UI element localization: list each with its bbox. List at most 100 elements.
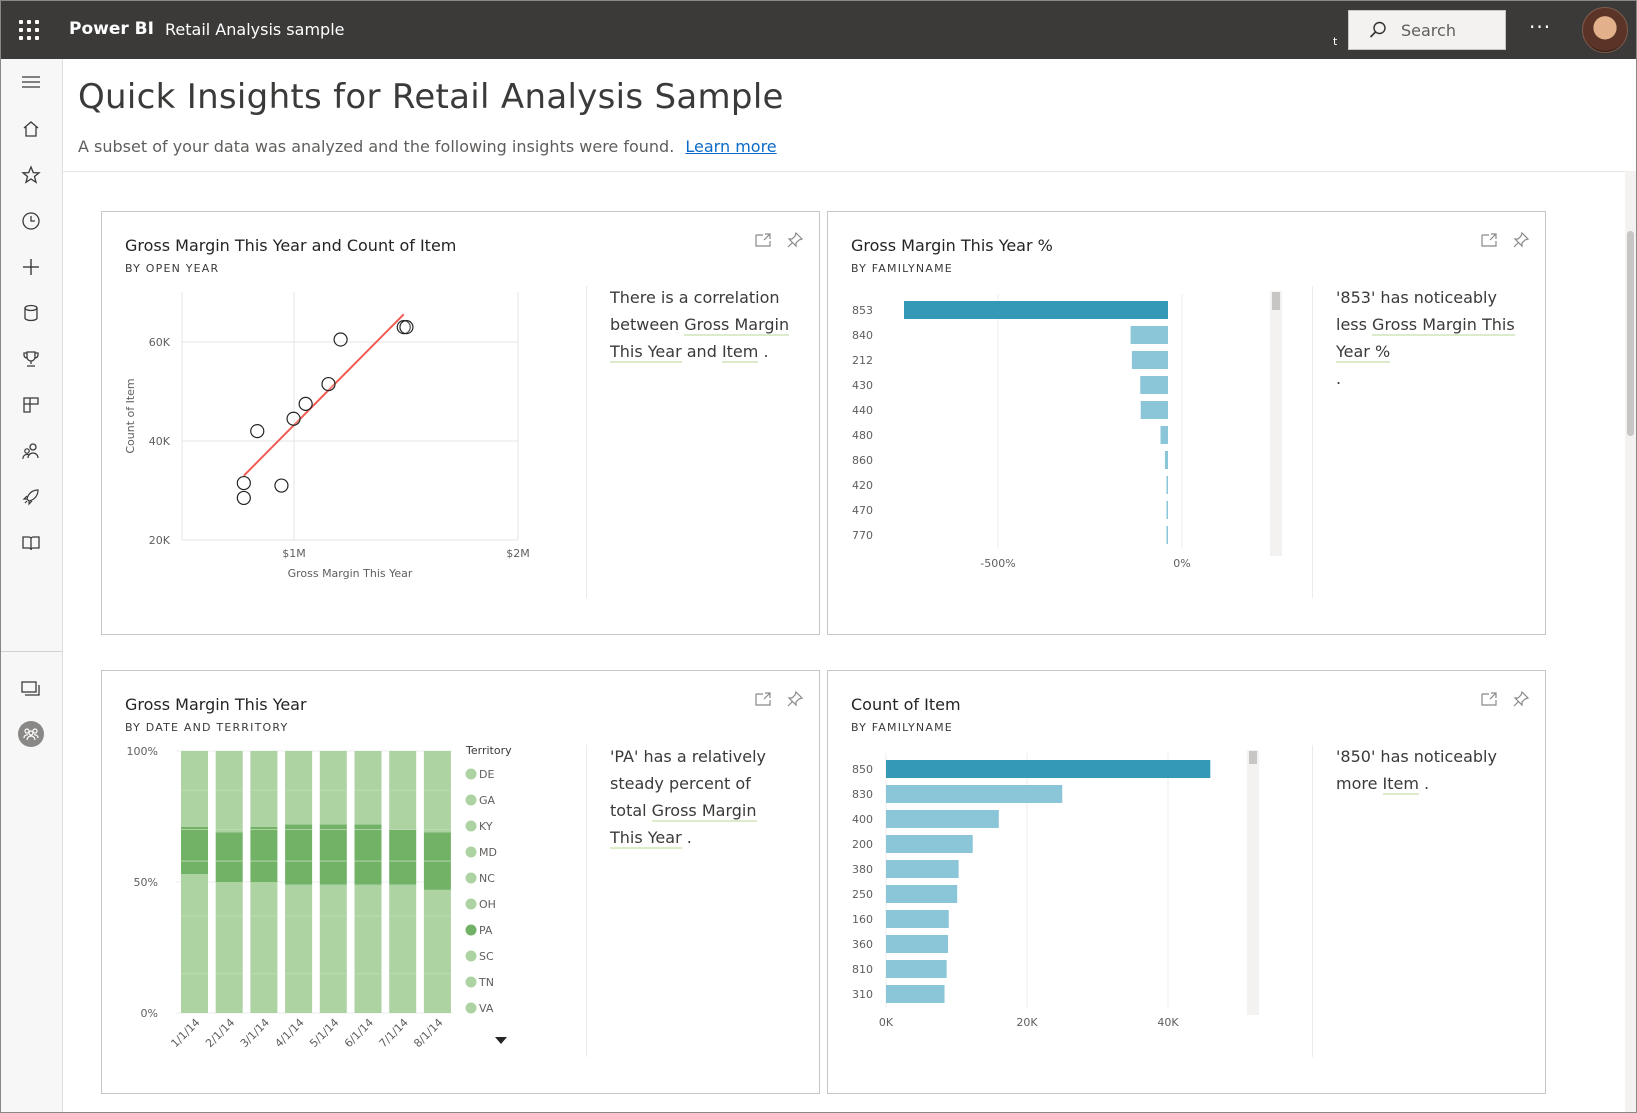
scatter-point[interactable] <box>236 475 251 491</box>
stacked-segment[interactable] <box>389 884 417 1013</box>
people-icon[interactable] <box>17 437 45 465</box>
rocket-icon[interactable] <box>17 483 45 511</box>
bar[interactable] <box>886 910 949 928</box>
more-options-icon[interactable]: ··· <box>1529 15 1552 39</box>
learn-more-link[interactable]: Learn more <box>685 137 777 156</box>
focus-mode-icon[interactable] <box>753 230 773 250</box>
home-icon[interactable] <box>17 115 45 143</box>
stacked-segment[interactable] <box>354 751 382 825</box>
legend-marker[interactable] <box>465 950 477 962</box>
bar[interactable] <box>886 960 947 978</box>
scatter-point[interactable] <box>298 396 313 411</box>
legend-marker[interactable] <box>465 872 477 884</box>
legend-marker[interactable] <box>465 846 477 858</box>
bar[interactable] <box>1166 501 1169 519</box>
stacked-segment[interactable] <box>285 751 313 825</box>
user-avatar[interactable] <box>1582 7 1628 53</box>
scatter-point[interactable] <box>286 411 301 426</box>
scrollbar-thumb[interactable] <box>1627 231 1634 436</box>
stacked-segment[interactable] <box>423 889 451 1013</box>
bar[interactable] <box>1131 351 1168 369</box>
insight-tile-count[interactable]: Count of Item BY FAMILYNAME 0K 20K 40K 8… <box>827 670 1546 1094</box>
legend-label[interactable]: PA <box>479 924 493 937</box>
stacked-segment[interactable] <box>181 751 208 827</box>
stacked-segment[interactable] <box>319 824 347 885</box>
stacked-segment[interactable] <box>250 826 278 882</box>
pin-icon[interactable] <box>785 689 805 709</box>
scatter-point[interactable] <box>333 332 348 347</box>
apps-icon[interactable] <box>17 391 45 419</box>
page-scrollbar[interactable] <box>1625 171 1636 1112</box>
stacked-segment[interactable] <box>250 882 278 1013</box>
bar[interactable] <box>886 810 999 828</box>
book-icon[interactable] <box>17 529 45 557</box>
stacked-segment[interactable] <box>319 884 347 1013</box>
legend-marker[interactable] <box>465 976 477 988</box>
stacked-segment[interactable] <box>215 751 243 833</box>
bar[interactable] <box>1130 326 1168 344</box>
bar[interactable] <box>886 760 1211 778</box>
legend-marker[interactable] <box>465 820 477 832</box>
scatter-point[interactable] <box>250 424 265 439</box>
pin-icon[interactable] <box>785 230 805 250</box>
insight-tile-gm-percent[interactable]: Gross Margin This Year % BY FAMILYNAME -… <box>827 211 1546 635</box>
plus-icon[interactable] <box>17 253 45 281</box>
legend-label[interactable]: SC <box>479 950 494 963</box>
stacked-segment[interactable] <box>181 874 208 1013</box>
legend-marker[interactable] <box>465 1002 477 1014</box>
hamburger-icon[interactable] <box>17 68 45 96</box>
stacked-segment[interactable] <box>354 884 382 1013</box>
stacked-segment[interactable] <box>250 751 278 827</box>
stacked-segment[interactable] <box>285 884 313 1013</box>
bar[interactable] <box>886 785 1063 803</box>
legend-label[interactable]: TN <box>478 976 494 989</box>
clock-icon[interactable] <box>17 207 45 235</box>
bar[interactable] <box>886 935 949 953</box>
bar[interactable] <box>886 985 945 1003</box>
scatter-point[interactable] <box>321 376 336 392</box>
bar[interactable] <box>1166 476 1169 494</box>
legend-label[interactable]: MD <box>479 846 497 859</box>
focus-mode-icon[interactable] <box>1479 230 1499 250</box>
pin-icon[interactable] <box>1511 689 1531 709</box>
workspace-avatar-icon[interactable] <box>17 720 45 748</box>
bar[interactable] <box>886 835 973 853</box>
stacked-segment[interactable] <box>285 824 313 885</box>
stacked-segment[interactable] <box>319 751 347 825</box>
pin-icon[interactable] <box>1511 230 1531 250</box>
legend-marker[interactable] <box>465 768 477 780</box>
legend-marker[interactable] <box>465 924 477 936</box>
stacked-segment[interactable] <box>389 829 417 885</box>
chart-scrollbar-thumb[interactable] <box>1249 751 1257 764</box>
bar[interactable] <box>1166 526 1169 544</box>
app-launcher-icon[interactable] <box>19 20 39 40</box>
legend-label[interactable]: KY <box>479 820 493 833</box>
legend-label[interactable]: DE <box>479 768 494 781</box>
focus-mode-icon[interactable] <box>1479 689 1499 709</box>
scatter-point[interactable] <box>274 478 289 493</box>
stacked-segment[interactable] <box>215 882 243 1013</box>
legend-marker[interactable] <box>465 898 477 910</box>
legend-label[interactable]: NC <box>479 872 495 885</box>
legend-label[interactable]: OH <box>479 898 496 911</box>
bar[interactable] <box>886 885 958 903</box>
bar[interactable] <box>904 301 1168 319</box>
stacked-segment[interactable] <box>215 832 243 882</box>
chart-scrollbar-thumb[interactable] <box>1272 292 1280 310</box>
workspaces-icon[interactable] <box>17 675 45 703</box>
star-icon[interactable] <box>17 161 45 189</box>
insight-tile-scatter[interactable]: Gross Margin This Year and Count of Item… <box>101 211 820 635</box>
scatter-point[interactable] <box>399 320 414 335</box>
bar[interactable] <box>886 860 959 878</box>
bar[interactable] <box>1164 451 1168 469</box>
legend-marker[interactable] <box>465 794 477 806</box>
stacked-segment[interactable] <box>423 751 451 833</box>
bar[interactable] <box>1140 401 1168 419</box>
stacked-segment[interactable] <box>181 826 208 875</box>
insight-tile-stacked[interactable]: Gross Margin This Year BY DATE AND TERRI… <box>101 670 820 1094</box>
search-box[interactable]: Search <box>1348 10 1506 50</box>
chart-scrollbar[interactable] <box>1247 750 1259 1015</box>
bar[interactable] <box>1140 376 1168 394</box>
legend-label[interactable]: VA <box>479 1002 494 1015</box>
database-icon[interactable] <box>17 299 45 327</box>
